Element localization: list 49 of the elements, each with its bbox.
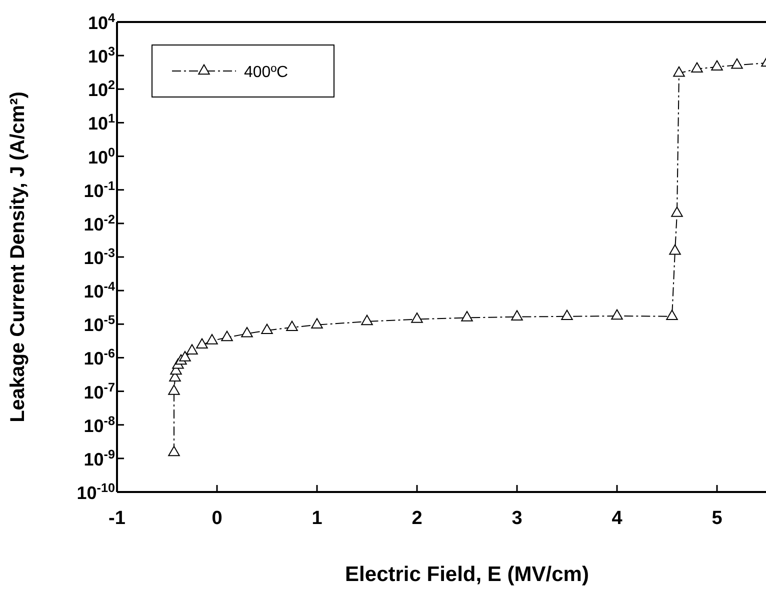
y-tick-label: 10$^{4}$ xyxy=(88,11,115,33)
x-tick-label: 2 xyxy=(412,508,422,529)
point xyxy=(241,326,253,338)
point xyxy=(168,384,180,395)
point xyxy=(461,311,473,322)
y-tick-label: 10$^{-1}$ xyxy=(84,178,115,201)
x-tick-label: 5 xyxy=(712,508,723,529)
point xyxy=(411,312,423,323)
point xyxy=(221,330,233,342)
point xyxy=(731,58,743,69)
y-tick-label: 10$^{0}$ xyxy=(88,145,115,168)
point xyxy=(669,244,681,255)
y-tick-label: 10$^{1}$ xyxy=(88,112,115,134)
y-tick-label: 10$^{-4}$ xyxy=(84,280,115,302)
y-tick-label: 10$^{2}$ xyxy=(88,78,115,100)
point xyxy=(673,66,685,77)
point xyxy=(311,318,323,328)
point xyxy=(671,206,683,217)
x-tick-label: 4 xyxy=(612,508,623,529)
x-tick-label: 3 xyxy=(512,508,522,529)
point xyxy=(286,320,298,331)
point xyxy=(691,62,703,73)
y-tick-label: 10$^{-7}$ xyxy=(84,380,115,402)
y-axis-title: Leakage Current Density, J (A/cm²) xyxy=(7,92,29,422)
point xyxy=(561,310,573,320)
point xyxy=(196,338,208,349)
point xyxy=(179,351,191,362)
y-tick-label: 10$^{-9}$ xyxy=(84,447,115,470)
point xyxy=(206,334,218,344)
x-axis-title: Electric Field, E (MV/cm) xyxy=(345,563,589,586)
y-tick-label: 10$^{-6}$ xyxy=(84,346,115,369)
y-tick-label: 10$^{-5}$ xyxy=(84,313,115,336)
x-tick-label: -1 xyxy=(108,508,126,529)
x-tick-label: 1 xyxy=(312,508,323,529)
point xyxy=(186,344,198,354)
point xyxy=(711,60,723,70)
x-tick-label: 0 xyxy=(212,508,222,529)
point xyxy=(611,309,623,320)
point xyxy=(666,310,678,320)
y-tick-label: 10$^{-10}$ xyxy=(76,481,115,503)
point xyxy=(361,314,373,326)
point xyxy=(168,446,180,456)
y-tick-label: 10$^{-8}$ xyxy=(84,414,115,436)
y-tick-label: 10$^{-3}$ xyxy=(84,246,115,268)
y-tick-label: 10$^{-2}$ xyxy=(84,212,115,234)
y-tick-label: 10$^{3}$ xyxy=(88,44,115,67)
point xyxy=(261,324,273,334)
point xyxy=(511,310,523,320)
legend-label: 400ºC xyxy=(244,64,288,81)
